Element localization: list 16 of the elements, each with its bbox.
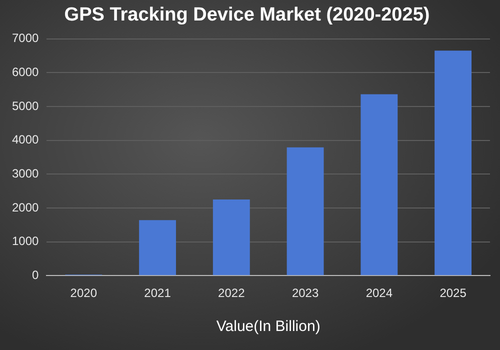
x-tick-label: 2023 bbox=[292, 286, 319, 300]
y-tick-label: 7000 bbox=[12, 31, 40, 46]
y-tick-label: 3000 bbox=[12, 166, 40, 180]
chart-title: GPS Tracking Device Market (2020-2025) bbox=[64, 4, 430, 26]
x-tick-label: 2025 bbox=[440, 286, 467, 300]
x-tick-label: 2021 bbox=[144, 286, 172, 300]
x-tick-label: 2022 bbox=[218, 286, 246, 300]
y-tick-label: 2000 bbox=[12, 200, 40, 214]
y-tick-label: 4000 bbox=[12, 132, 40, 147]
x-axis-title: Value(In Billion) bbox=[216, 318, 320, 336]
x-tick-label: 2020 bbox=[70, 286, 98, 300]
y-tick-label: 0 bbox=[32, 268, 40, 282]
y-tick-label: 6000 bbox=[12, 64, 40, 79]
y-tick-label: 1000 bbox=[12, 234, 40, 248]
x-tick-label: 2024 bbox=[366, 286, 393, 300]
y-tick-label: 5000 bbox=[12, 98, 40, 113]
